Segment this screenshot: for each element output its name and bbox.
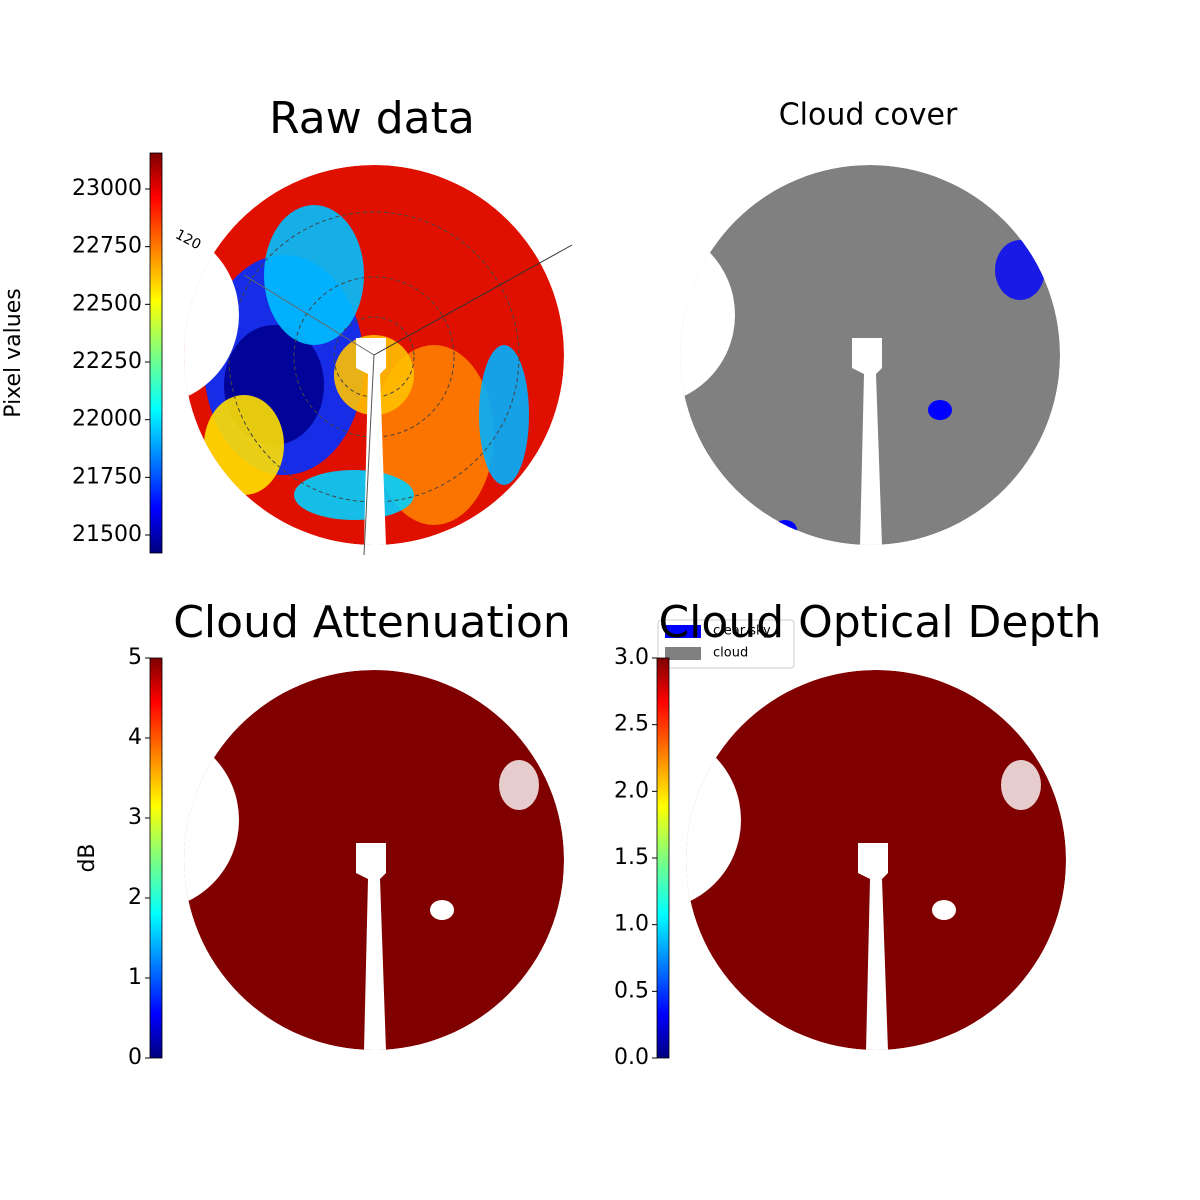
polar-ring: [293, 276, 455, 438]
colorbar-tick-label: 3.0: [614, 645, 649, 670]
colorbar-tick-label: 2.5: [614, 712, 649, 737]
colorbar-tick-label: 2.0: [614, 778, 649, 803]
polar-axis: [363, 354, 375, 556]
colorbar-tick-label: 5: [128, 645, 142, 670]
blob: [479, 345, 529, 485]
colorbar-tick-label: 1: [128, 965, 142, 990]
cutout: [680, 225, 735, 405]
polar-axis: [243, 274, 375, 356]
blob: [264, 205, 364, 345]
colorbar-tick-label: 22250: [72, 349, 142, 374]
colorbar-tick-label: 3: [128, 805, 142, 830]
pole-mask: [858, 843, 888, 1050]
colorbar-label: dB: [75, 843, 100, 872]
chart-title: Cloud Attenuation: [173, 597, 571, 648]
colorbar-tick-label: 21500: [72, 522, 142, 547]
legend-swatch: [665, 625, 701, 638]
legend-label: clear sky: [713, 624, 771, 639]
colorbar: [149, 152, 163, 554]
clear-patch: [928, 400, 952, 420]
colorbar-tick-label: 22500: [72, 291, 142, 316]
chart-title: Raw data: [269, 93, 475, 144]
clear-patch: [932, 900, 956, 920]
image: [184, 165, 564, 545]
chart-title: Cloud Optical Depth: [658, 597, 1101, 648]
colorbar-tick-label: 23000: [72, 176, 142, 201]
colorbar-tick-label: 0.5: [614, 978, 649, 1003]
colorbar-tick-label: 2: [128, 885, 142, 910]
colorbar-tick-label: 1.0: [614, 912, 649, 937]
colorbar-tick-label: 22000: [72, 407, 142, 432]
clear-patch: [499, 760, 539, 810]
pole-mask: [852, 338, 882, 545]
polar-ring: [333, 316, 415, 398]
chart-title: Cloud cover: [779, 98, 958, 133]
colorbar-tick-label: 4: [128, 725, 142, 750]
colorbar-tick-label: 21750: [72, 464, 142, 489]
blob: [294, 470, 414, 520]
clear-patch: [430, 900, 454, 920]
cutout: [686, 730, 741, 910]
cutout: [184, 730, 239, 910]
clear-patch: [995, 240, 1045, 300]
image: [680, 165, 1060, 545]
colorbar-tick-label: 0: [128, 1045, 142, 1070]
colorbar-tick-label: 22750: [72, 234, 142, 259]
colorbar: [656, 657, 670, 1059]
polar-axis: [373, 244, 573, 356]
pole-mask: [356, 338, 386, 545]
pole-mask: [356, 843, 386, 1050]
colorbar-tick-label: 0.0: [614, 1045, 649, 1070]
colorbar-label: Pixel values: [1, 288, 26, 417]
blob: [204, 395, 284, 495]
clear-patch: [773, 520, 797, 540]
legend-label: cloud: [713, 646, 748, 661]
colorbar-tick-label: 1.5: [614, 845, 649, 870]
colorbar: [149, 657, 163, 1059]
polar-label: 120: [172, 227, 203, 254]
clear-patch: [1001, 760, 1041, 810]
legend-swatch: [665, 647, 701, 660]
